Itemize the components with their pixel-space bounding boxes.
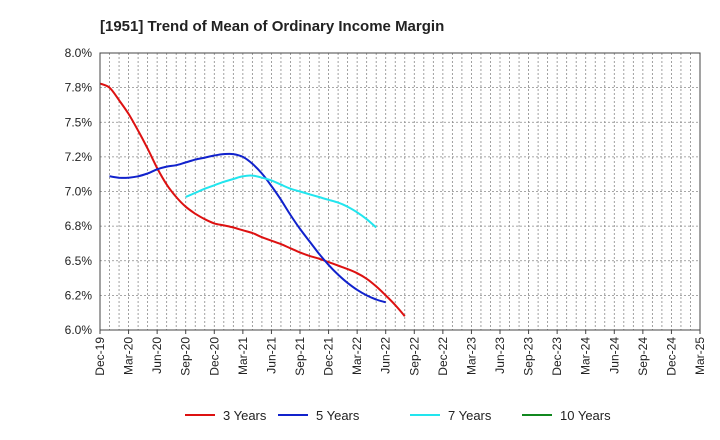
y-tick-label: 6.5% (65, 254, 93, 268)
legend-label: 3 Years (223, 408, 267, 423)
x-tick-label: Sep-20 (179, 337, 193, 376)
legend-label: 10 Years (560, 408, 611, 423)
x-tick-label: Dec-19 (93, 337, 107, 376)
x-tick-label: Jun-21 (264, 337, 278, 374)
x-tick-label: Mar-22 (350, 337, 364, 375)
series-lines (99, 82, 406, 317)
x-tick-label: Sep-21 (293, 337, 307, 376)
legend-label: 7 Years (448, 408, 492, 423)
x-tick-label: Sep-23 (522, 337, 536, 376)
y-tick-label: 7.0% (65, 185, 93, 199)
series-line-5-years (109, 152, 386, 304)
x-tick-label: Dec-20 (207, 337, 221, 376)
x-tick-label: Dec-23 (550, 337, 564, 376)
x-tick-label: Jun-22 (379, 337, 393, 374)
y-tick-label: 7.2% (65, 150, 93, 164)
x-tick-label: Mar-23 (464, 337, 478, 375)
x-tick-label: Jun-23 (493, 337, 507, 374)
x-tick-label: Mar-24 (579, 337, 593, 375)
x-tick-label: Jun-20 (150, 337, 164, 374)
x-axis-ticks: Dec-19 Mar-20 Jun-20 Sep-20 Dec-20 Mar-21 Jun-… (93, 330, 707, 376)
y-axis-ticks: 8.0% 7.8% 7.5% 7.2% 7.0% 6.8% 6.5% 6.2% 6.0% (65, 46, 93, 337)
legend-label: 5 Years (316, 408, 360, 423)
legend: 3 Years 5 Years 7 Years 10 Years (185, 408, 611, 423)
y-tick-label: 6.8% (65, 219, 93, 233)
y-tick-label: 7.8% (65, 81, 93, 95)
chart-title: [1951] Trend of Mean of Ordinary Income … (100, 18, 444, 35)
x-tick-label: Mar-25 (693, 337, 707, 375)
y-tick-label: 6.0% (65, 323, 93, 337)
x-tick-label: Sep-22 (407, 337, 421, 376)
x-tick-label: Dec-21 (322, 337, 336, 376)
y-tick-label: 6.2% (65, 288, 93, 302)
x-tick-label: Sep-24 (636, 337, 650, 376)
x-tick-label: Mar-20 (122, 337, 136, 375)
y-tick-label: 7.5% (65, 115, 93, 129)
y-tick-label: 8.0% (65, 46, 93, 60)
x-tick-label: Jun-24 (607, 337, 621, 374)
series-line-7-years (185, 174, 377, 229)
x-tick-label: Dec-22 (436, 337, 450, 376)
series-line-3-years (99, 82, 406, 317)
x-tick-label: Mar-21 (236, 337, 250, 375)
x-tick-label: Dec-24 (664, 337, 678, 376)
plot-frame (99, 52, 701, 331)
